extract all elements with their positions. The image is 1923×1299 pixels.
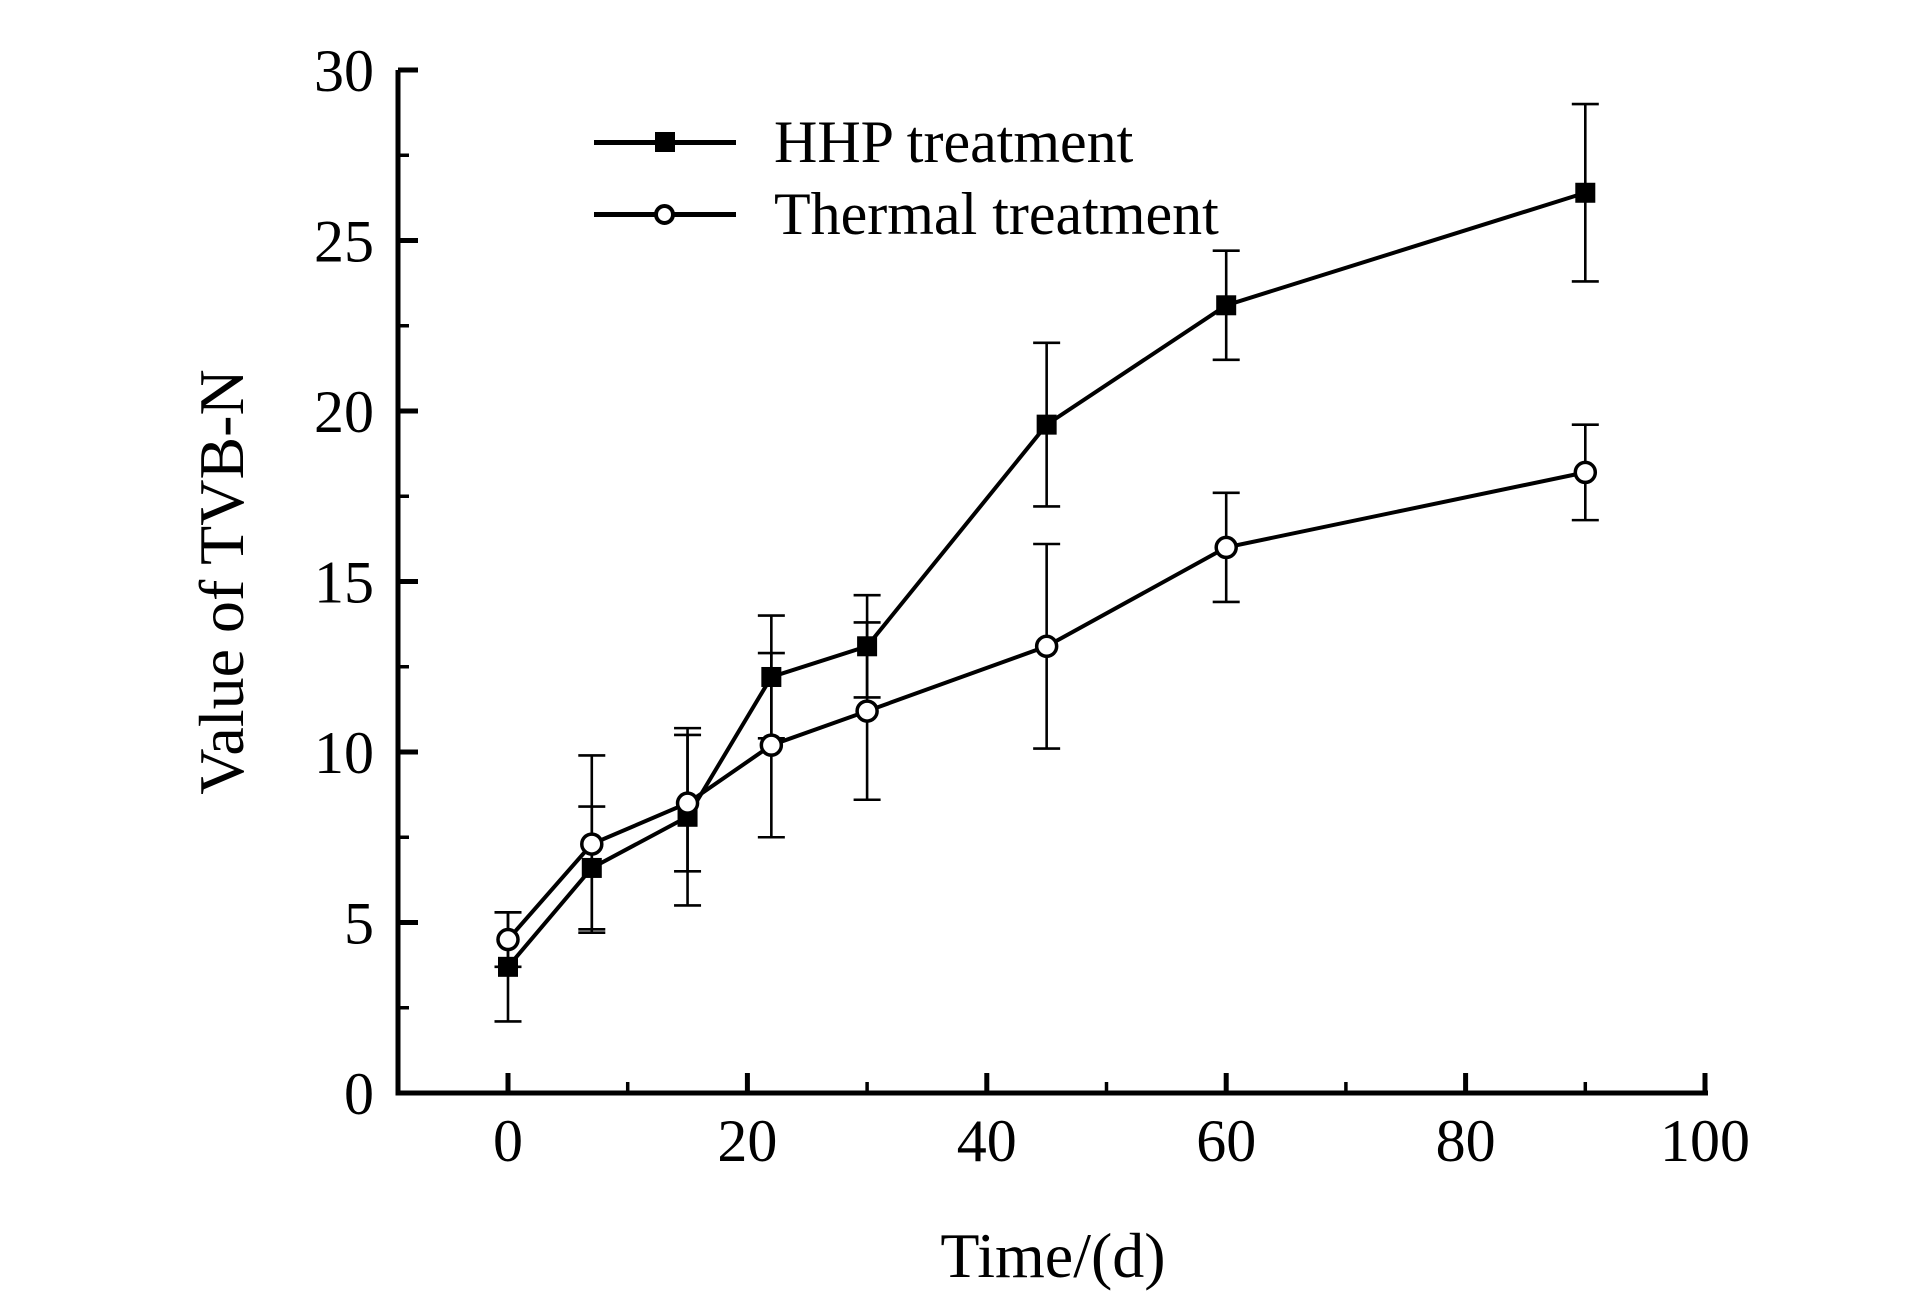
filled-square-marker — [1216, 295, 1237, 316]
open-circle-marker — [1214, 535, 1238, 560]
series-line-hhp-treatment — [506, 190, 1586, 969]
y-tick-label: 25 — [314, 209, 374, 275]
y-tick-label: 15 — [314, 550, 374, 616]
x-axis-title: Time/(d) — [940, 1220, 1166, 1291]
series-line-thermal-treatment — [506, 470, 1586, 941]
y-tick-label: 0 — [344, 1061, 374, 1127]
legend-circle-glyph — [654, 203, 675, 225]
open-circle-marker — [496, 927, 520, 952]
y-axis-title: Value of TVB-N — [186, 369, 257, 795]
y-tick-label: 5 — [344, 891, 374, 957]
legend-label-thermal: Thermal treatment — [774, 181, 1219, 247]
x-tick-label: 60 — [1196, 1108, 1256, 1174]
open-circle-marker — [675, 791, 700, 815]
x-tick-label: 40 — [957, 1108, 1017, 1174]
y-tick-label: 30 — [314, 38, 374, 104]
x-tick-label: 80 — [1436, 1108, 1496, 1174]
legend: HHP treatment Thermal treatment — [594, 106, 1219, 250]
open-circle-marker — [1034, 634, 1059, 659]
x-tick-label: 100 — [1660, 1108, 1750, 1174]
filled-square-marker — [1036, 414, 1057, 435]
x-tick-label: 20 — [717, 1108, 777, 1174]
y-tick-label: 20 — [314, 379, 374, 445]
legend-item-thermal-treatment: Thermal treatment — [594, 178, 1219, 250]
open-circle-marker — [1573, 460, 1598, 485]
open-circle-marker — [759, 733, 784, 757]
filled-square-marker-icon — [594, 131, 736, 154]
filled-square-marker — [1575, 182, 1596, 203]
series-thermal-treatment — [494, 423, 1599, 969]
x-tick-label: 0 — [493, 1108, 523, 1174]
open-circle-marker-icon — [594, 203, 736, 226]
y-tick-label: 10 — [314, 720, 374, 786]
open-circle-marker — [855, 699, 879, 723]
open-circle-marker — [580, 832, 604, 856]
legend-square-glyph — [655, 131, 675, 152]
legend-label-hhp: HHP treatment — [774, 109, 1134, 175]
legend-item-hhp-treatment: HHP treatment — [594, 106, 1219, 178]
